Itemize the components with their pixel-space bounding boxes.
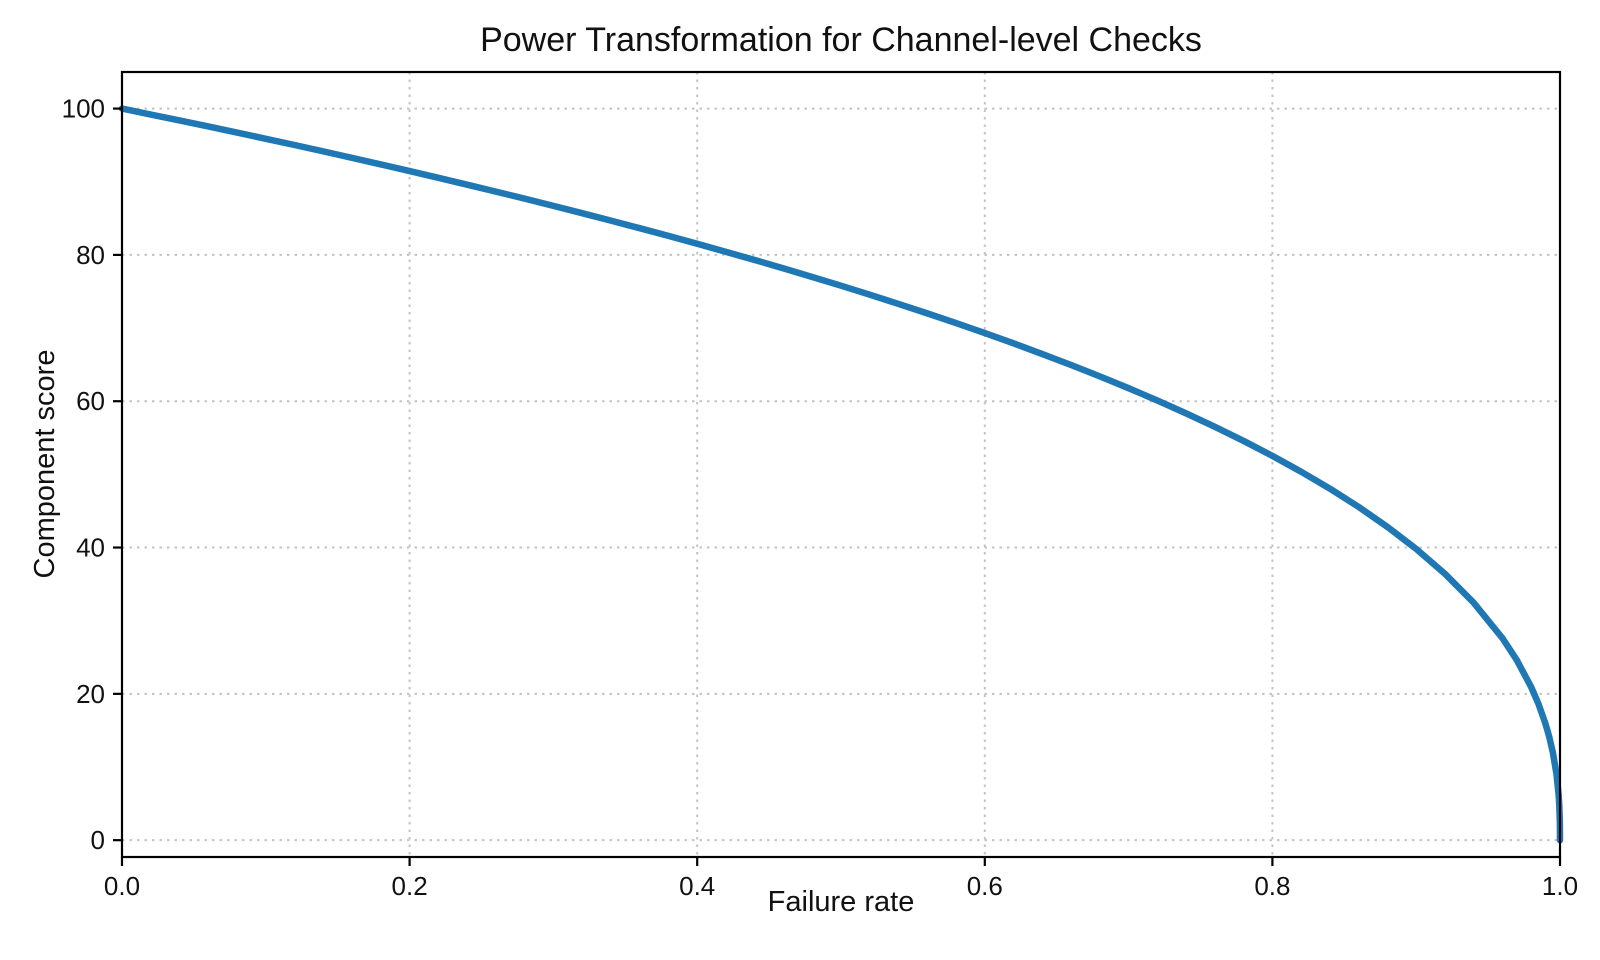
- series-line: [118, 105, 1564, 844]
- y-tick-label: 80: [76, 240, 105, 270]
- x-tick-label: 0.2: [392, 871, 428, 901]
- y-tick-label: 60: [76, 386, 105, 416]
- x-tick-label: 0.6: [967, 871, 1003, 901]
- x-tick-label: 1.0: [1542, 871, 1578, 901]
- x-tick-label: 0.4: [679, 871, 715, 901]
- x-tick-label: 0.0: [104, 871, 140, 901]
- y-tick-label: 20: [76, 679, 105, 709]
- y-axis-label: Component score: [29, 350, 61, 579]
- y-tick-label: 100: [62, 94, 105, 124]
- tick-layer: 0.0 0.2 0.4 0.6 0.8 1.0 0 20 40 60 80 100: [62, 94, 1578, 901]
- chart-title: Power Transformation for Channel-level C…: [480, 21, 1202, 59]
- x-tick-label: 0.8: [1254, 871, 1290, 901]
- plot-frame: [120, 70, 1562, 859]
- y-tick-label: 0: [91, 825, 105, 855]
- x-axis-label: Failure rate: [768, 886, 915, 918]
- y-tick-label: 40: [76, 533, 105, 563]
- grid-layer: [121, 72, 1561, 857]
- series-layer: [118, 105, 1564, 844]
